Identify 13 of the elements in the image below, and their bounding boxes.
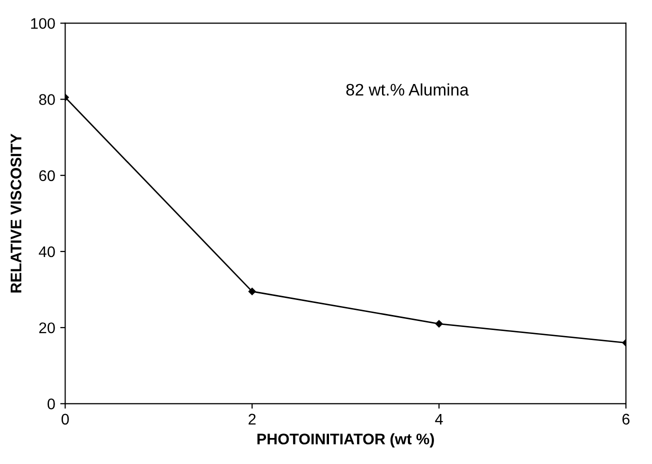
y-tick-label: 0 xyxy=(48,398,55,410)
y-tick-label: 100 xyxy=(31,18,55,29)
y-axis-title: RELATIVE VISCOSITY xyxy=(10,134,22,292)
y-tick-label: 80 xyxy=(39,94,55,105)
y-tick-label: 60 xyxy=(39,170,55,182)
y-tick-label: 40 xyxy=(38,246,55,258)
annotation: 82 wt.% Alumina xyxy=(346,83,469,96)
x-tick-label: 0 xyxy=(62,414,69,425)
y-tick-label: 20 xyxy=(39,322,55,334)
x-tick-label: 6 xyxy=(622,414,630,425)
x-tick-label: 4 xyxy=(435,414,443,424)
x-axis-title: PHOTOINITIATOR (wt %) xyxy=(257,433,434,448)
x-tick-label: 2 xyxy=(248,414,256,424)
